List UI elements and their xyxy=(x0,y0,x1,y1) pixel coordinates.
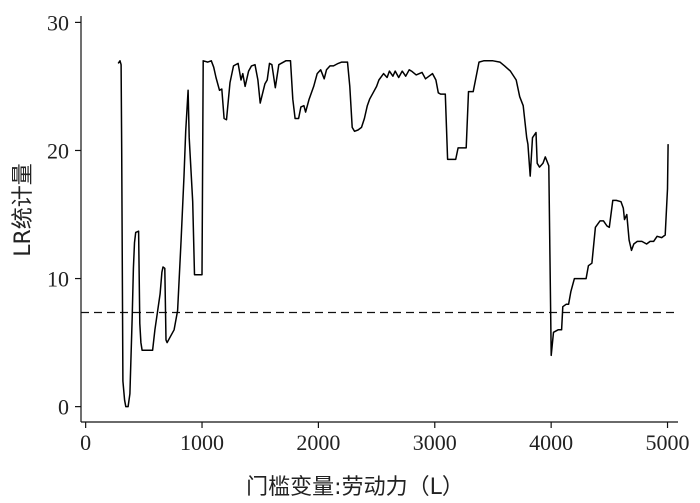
x-tick-label: 0 xyxy=(80,430,91,455)
y-tick-label: 0 xyxy=(58,395,69,420)
x-tick-label: 3000 xyxy=(413,430,457,455)
y-tick-label: 10 xyxy=(47,267,69,292)
y-axis-ticks: 0 10 20 30 xyxy=(47,10,81,420)
y-tick-label: 20 xyxy=(47,138,69,163)
x-tick-label: 2000 xyxy=(296,430,340,455)
x-tick-label: 5000 xyxy=(646,430,690,455)
lr-series-line xyxy=(117,60,669,408)
y-tick-label: 30 xyxy=(47,10,69,35)
x-tick-label: 4000 xyxy=(529,430,573,455)
y-axis-title: LR统计量 xyxy=(11,163,36,257)
x-axis-title: 门槛变量:劳动力（L） xyxy=(246,475,464,500)
plot-area: 0 1000 2000 3000 4000 5000 0 10 20 30 xyxy=(47,10,690,455)
x-tick-label: 1000 xyxy=(180,430,224,455)
x-axis-ticks: 0 1000 2000 3000 4000 5000 xyxy=(80,422,690,455)
